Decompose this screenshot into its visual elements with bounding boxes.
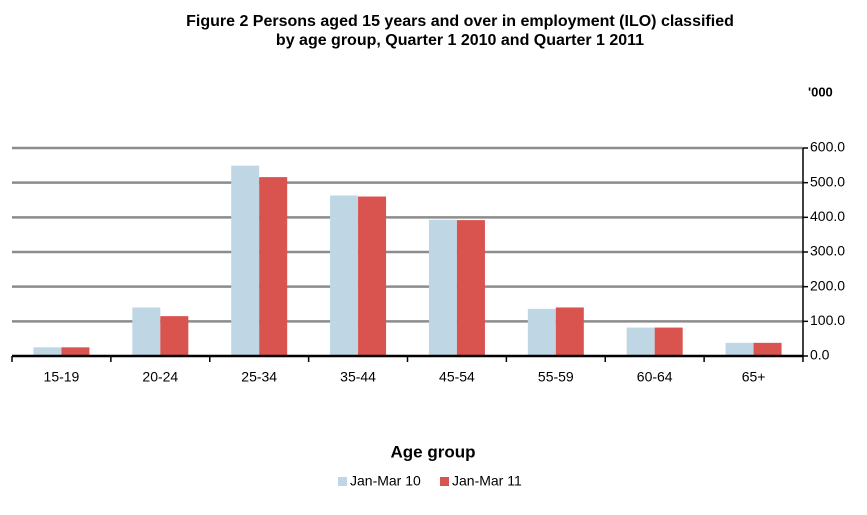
bar: [527, 308, 556, 356]
x-tick-label: 65+: [742, 369, 766, 385]
bar: [428, 219, 457, 356]
x-tick-label: 15-19: [44, 369, 80, 385]
bar: [259, 177, 288, 356]
y-tick-label: 0.0: [810, 347, 830, 363]
y-tick-label: 600.0: [810, 139, 845, 155]
bar: [753, 342, 782, 356]
y-tick-label: 400.0: [810, 208, 845, 224]
x-tick-label: 55-59: [538, 369, 574, 385]
bar: [456, 220, 485, 356]
x-tick-label: 45-54: [439, 369, 475, 385]
y-tick-label: 500.0: [810, 173, 845, 189]
bar: [61, 347, 90, 356]
x-tick-label: 25-34: [241, 369, 277, 385]
bar: [654, 327, 683, 356]
legend-swatch: [440, 477, 449, 486]
x-tick-label: 35-44: [340, 369, 376, 385]
x-axis-title: Age group: [391, 442, 476, 461]
x-tick-label: 60-64: [637, 369, 673, 385]
bar: [725, 342, 754, 356]
bar: [626, 327, 655, 356]
chart-title: by age group, Quarter 1 2010 and Quarter…: [276, 32, 644, 49]
bar: [132, 307, 161, 356]
x-tick-label: 20-24: [142, 369, 178, 385]
bar: [33, 347, 62, 356]
legend-swatch: [338, 477, 347, 486]
bar: [358, 196, 387, 356]
legend-label: Jan-Mar 11: [452, 473, 522, 489]
y-tick-label: 200.0: [810, 277, 845, 293]
chart-title: Figure 2 Persons aged 15 years and over …: [186, 13, 734, 30]
y-tick-label: 300.0: [810, 243, 845, 259]
y-unit: '000: [808, 84, 833, 99]
y-tick-label: 100.0: [810, 312, 845, 328]
legend-label: Jan-Mar 10: [350, 473, 421, 489]
bar: [160, 316, 189, 356]
bar: [555, 307, 584, 356]
bar: [330, 195, 359, 356]
bar: [231, 165, 260, 356]
